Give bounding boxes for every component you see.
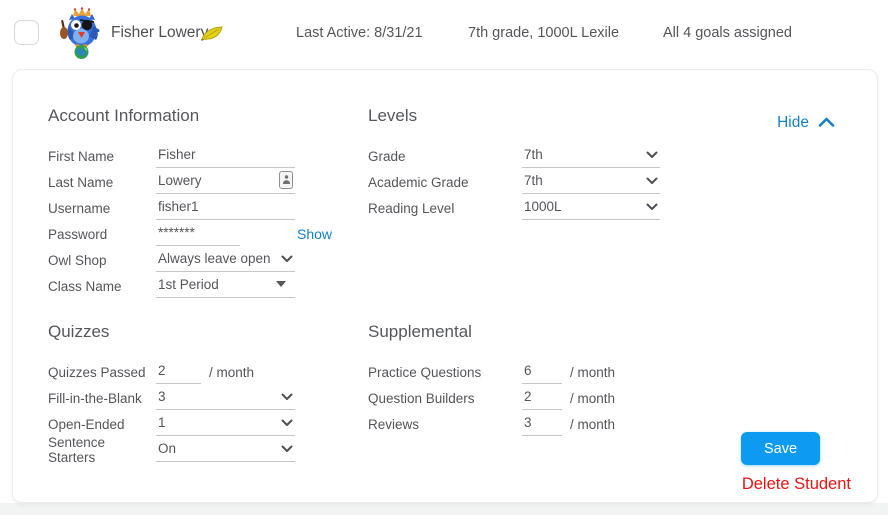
hide-toggle-label: Hide: [777, 114, 809, 131]
reviews-input[interactable]: [522, 415, 562, 432]
username-input[interactable]: [156, 199, 295, 216]
reviews-label: Reviews: [368, 416, 420, 432]
student-detail-card: Hide Account Information First Name Last…: [12, 69, 878, 503]
open-ended-label: Open-Ended: [48, 416, 125, 432]
class-name-select[interactable]: 1st Period: [156, 275, 295, 298]
owl-shop-row: Owl Shop Always leave open: [48, 247, 368, 273]
reading-level-label: Reading Level: [368, 200, 455, 216]
username-label: Username: [48, 200, 111, 216]
sentence-starters-value: On: [158, 441, 177, 456]
student-name: Fisher Lowery: [111, 24, 209, 41]
question-builders-suffix: / month: [570, 390, 616, 406]
chevron-up-icon: [818, 114, 835, 132]
chevron-down-icon: [281, 388, 293, 406]
academic-grade-label: Academic Grade: [368, 174, 469, 190]
password-row: Password Show: [48, 221, 368, 247]
settings-grid: Account Information First Name Last Name…: [13, 70, 877, 465]
last-name-input[interactable]: [156, 173, 295, 190]
practice-questions-input[interactable]: [522, 363, 562, 380]
quizzes-passed-suffix: / month: [209, 364, 255, 380]
account-information-section: Account Information First Name Last Name…: [48, 106, 368, 299]
academic-grade-select[interactable]: 7th: [522, 171, 660, 194]
fill-in-the-blank-value: 3: [158, 389, 166, 404]
student-header-row: Fisher Lowery Last Active: 8/31/21 7th g…: [0, 0, 888, 69]
quizzes-passed-label: Quizzes Passed: [48, 364, 146, 380]
fill-in-the-blank-label: Fill-in-the-Blank: [48, 390, 142, 406]
chevron-down-icon: [281, 250, 293, 268]
sentence-starters-label: Sentence Starters: [48, 435, 106, 465]
sentence-starters-row: Sentence Starters On: [48, 435, 368, 465]
last-name-row: Last Name: [48, 169, 368, 195]
grade-row: Grade 7th: [368, 143, 877, 169]
delete-student-link[interactable]: Delete Student: [741, 475, 851, 493]
open-ended-value: 1: [158, 415, 166, 430]
hide-toggle[interactable]: Hide: [777, 114, 835, 132]
grade-value: 7th: [524, 147, 543, 162]
show-password-link[interactable]: Show: [297, 226, 333, 242]
chevron-down-icon: [646, 172, 658, 190]
class-name-row: Class Name 1st Period: [48, 273, 368, 299]
class-name-label: Class Name: [48, 278, 122, 294]
levels-title: Levels: [368, 106, 418, 125]
class-name-value: 1st Period: [158, 277, 219, 292]
open-ended-row: Open-Ended 1: [48, 411, 368, 437]
chevron-down-icon: [281, 414, 293, 432]
supplemental-section: Supplemental Practice Questions / month …: [368, 322, 877, 437]
question-builders-label: Question Builders: [368, 390, 475, 406]
reading-level-value: 1000L: [524, 199, 562, 214]
goals-assigned-text: All 4 goals assigned: [663, 25, 792, 41]
quizzes-passed-row: Quizzes Passed / month: [48, 359, 368, 385]
academic-grade-row: Academic Grade 7th: [368, 169, 877, 195]
owl-shop-select[interactable]: Always leave open: [156, 249, 295, 272]
practice-questions-suffix: / month: [570, 364, 616, 380]
question-builders-input[interactable]: [522, 389, 562, 406]
chevron-down-icon: [281, 440, 293, 458]
quizzes-passed-input[interactable]: [156, 363, 201, 380]
first-name-label: First Name: [48, 148, 115, 164]
autofill-contact-icon[interactable]: [279, 170, 293, 189]
account-information-title: Account Information: [48, 106, 200, 125]
chevron-down-icon: [646, 198, 658, 216]
chevron-down-icon: [646, 146, 658, 164]
question-builders-row: Question Builders / month: [368, 385, 877, 411]
owl-shop-label: Owl Shop: [48, 252, 107, 268]
levels-section: Levels Grade 7th Academic Grade 7th: [368, 106, 877, 221]
academic-grade-value: 7th: [524, 173, 543, 188]
username-row: Username: [48, 195, 368, 221]
last-active-text: Last Active: 8/31/21: [296, 25, 423, 41]
open-ended-select[interactable]: 1: [156, 413, 295, 436]
reading-level-row: Reading Level 1000L: [368, 195, 877, 221]
reviews-suffix: / month: [570, 416, 616, 432]
supplemental-title: Supplemental: [368, 322, 472, 341]
reading-level-select[interactable]: 1000L: [522, 197, 660, 220]
last-name-label: Last Name: [48, 174, 114, 190]
triangle-down-icon: [276, 281, 286, 287]
owl-shop-value: Always leave open: [158, 251, 271, 266]
first-name-input[interactable]: [156, 147, 295, 164]
reviews-row: Reviews / month: [368, 411, 877, 437]
grade-select[interactable]: 7th: [522, 145, 660, 168]
password-input[interactable]: [156, 225, 240, 242]
page-background-strip: [0, 503, 888, 515]
grade-lexile-text: 7th grade, 1000L Lexile: [468, 25, 620, 41]
password-label: Password: [48, 226, 108, 242]
card-actions: Save Delete Student: [741, 432, 851, 494]
quizzes-title: Quizzes: [48, 322, 110, 341]
student-select-checkbox[interactable]: [14, 20, 39, 45]
grade-label: Grade: [368, 148, 406, 164]
save-button[interactable]: Save: [741, 432, 820, 465]
quizzes-section: Quizzes Quizzes Passed / month Fill-in-t…: [48, 322, 368, 465]
sentence-starters-select[interactable]: On: [156, 439, 295, 462]
first-name-row: First Name: [48, 143, 368, 169]
practice-questions-row: Practice Questions / month: [368, 359, 877, 385]
owl-avatar-icon: [56, 6, 106, 60]
practice-questions-label: Practice Questions: [368, 364, 482, 380]
fill-in-the-blank-row: Fill-in-the-Blank 3: [48, 385, 368, 411]
fill-in-the-blank-select[interactable]: 3: [156, 387, 295, 410]
leaf-icon: [201, 26, 223, 46]
